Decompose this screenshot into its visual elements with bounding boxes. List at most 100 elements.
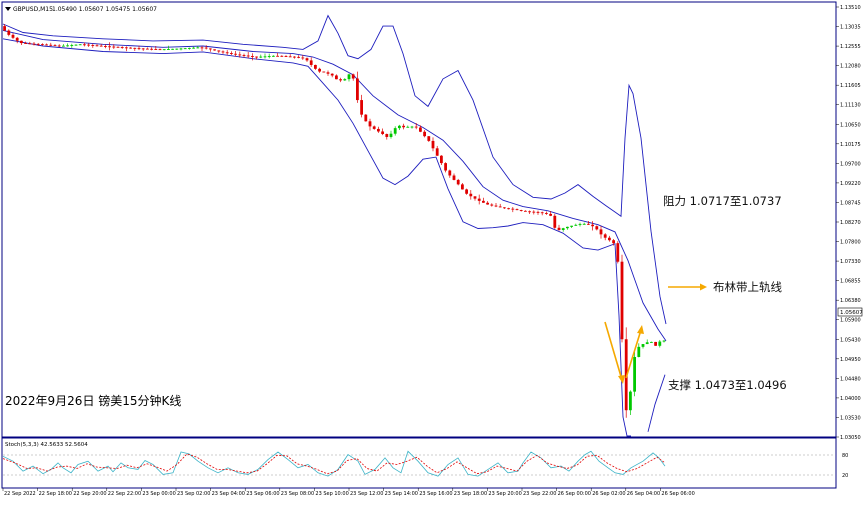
candle-bear (146, 48, 149, 50)
candle-bull (398, 125, 401, 129)
candle-bear (251, 56, 254, 57)
candle-bear (427, 136, 431, 141)
price-tick-label: 1.04480 (840, 376, 861, 382)
candle-bear (482, 200, 485, 203)
time-tick-label: 23 Sep 08:00 (281, 491, 314, 497)
candle-bull (70, 45, 74, 46)
candle-bull (183, 48, 187, 50)
candle-bear (7, 30, 11, 35)
candle-bear (603, 234, 607, 238)
candle-bull (574, 224, 578, 226)
candle-bull (167, 49, 170, 50)
candle-bear (414, 126, 418, 128)
main-chart-frame (1, 1, 837, 438)
current-price-tag (837, 307, 863, 317)
candle-bull (645, 342, 649, 345)
candle-bear (335, 75, 338, 80)
candle-bear (612, 240, 615, 244)
time-tick-label: 23 Sep 22:00 (523, 491, 556, 497)
collapse-triangle-icon[interactable] (5, 7, 11, 11)
support-label: 支撑 1.0473至1.0496 (668, 378, 787, 392)
candle-bull (259, 56, 263, 58)
stochastic-lines (2, 450, 666, 477)
candle-bear (125, 47, 128, 49)
candle-bull (74, 44, 78, 46)
stochastic-tick-label: 20 (842, 473, 848, 479)
time-tick-label: 23 Sep 14:00 (385, 491, 418, 497)
candle-bear (217, 50, 221, 52)
candle-bear (469, 193, 473, 197)
price-tick-label: 1.11130 (840, 103, 861, 109)
candle-bear (230, 53, 233, 54)
time-tick-label: 22 Sep 2022 (4, 491, 36, 497)
candle-bear (503, 207, 506, 209)
candle-bear (532, 211, 536, 213)
candle-bull (188, 47, 191, 49)
candle-bear (108, 46, 111, 48)
candle-bull (582, 223, 586, 225)
price-tick-label: 1.03050 (840, 435, 861, 441)
candle-bear (498, 206, 502, 208)
candle-bear (473, 196, 477, 199)
candle-bear (536, 211, 540, 213)
price-tick-label: 1.07800 (840, 240, 861, 246)
candle-bull (578, 223, 582, 225)
candle-bear (545, 212, 548, 214)
stochastic-frame (1, 437, 837, 489)
bollinger-middle-line (2, 29, 667, 342)
candle-bear (591, 224, 594, 227)
candle-bear (284, 56, 288, 58)
candle-bull (175, 48, 179, 50)
candle-bear (53, 45, 57, 47)
candle-bear (280, 55, 284, 57)
candle-bull (171, 48, 174, 50)
time-tick-label: 23 Sep 18:00 (454, 491, 487, 497)
price-tick-label: 1.08745 (840, 200, 861, 206)
candle-bull (662, 340, 666, 342)
candle-bull (389, 133, 393, 137)
bollinger-upper-label: 布林带上轨线 (713, 280, 782, 294)
time-tick-label: 26 Sep 02:00 (592, 491, 625, 497)
candle-bear (620, 261, 624, 340)
candle-bear (20, 40, 23, 44)
price-tick-label: 1.03530 (840, 415, 861, 421)
candle-bull (566, 226, 569, 229)
candle-bear (45, 44, 48, 46)
candle-bear (368, 121, 372, 127)
time-tick-label: 23 Sep 20:00 (488, 491, 521, 497)
candle-bear (288, 56, 292, 58)
candle-bear (381, 131, 384, 135)
candle-bear (238, 54, 242, 56)
price-tick-label: 1.05430 (840, 337, 861, 343)
time-tick-label: 23 Sep 10:00 (315, 491, 348, 497)
candle-bear (330, 73, 334, 76)
candle-bear (36, 43, 40, 45)
candle-bear (448, 170, 452, 176)
candle-bear (57, 45, 61, 47)
stochastic-title: Stoch(5,3,3) 42.5633 52.5604 (5, 442, 88, 448)
price-tick-label: 1.09220 (840, 181, 861, 187)
candle-bear (440, 155, 443, 164)
candle-bull (637, 346, 641, 357)
candle-bear (15, 37, 19, 41)
time-axis: 22 Sep 2022 22 Sep 18:00 22 Sep 20:00 22 Se… (2, 488, 695, 497)
candle-bull (650, 341, 653, 343)
candle-bear (494, 205, 498, 207)
arrow-bollinger-head-icon (700, 283, 707, 291)
candle-bull (78, 44, 82, 46)
candle-bear (364, 114, 368, 122)
candle-bear (141, 48, 145, 50)
price-tick-label: 1.04000 (840, 396, 861, 402)
price-tick-label: 1.13035 (840, 25, 861, 31)
candle-bull (561, 228, 565, 230)
candle-bull (406, 126, 410, 128)
candle-bear (519, 210, 523, 211)
candle-bull (343, 79, 347, 81)
candle-bear (322, 71, 326, 73)
candle-bear (595, 226, 599, 230)
time-tick-label: 23 Sep 12:00 (350, 491, 383, 497)
candle-bear (221, 51, 225, 53)
candle-bull (66, 45, 69, 47)
stochastic-main-line (2, 450, 666, 477)
